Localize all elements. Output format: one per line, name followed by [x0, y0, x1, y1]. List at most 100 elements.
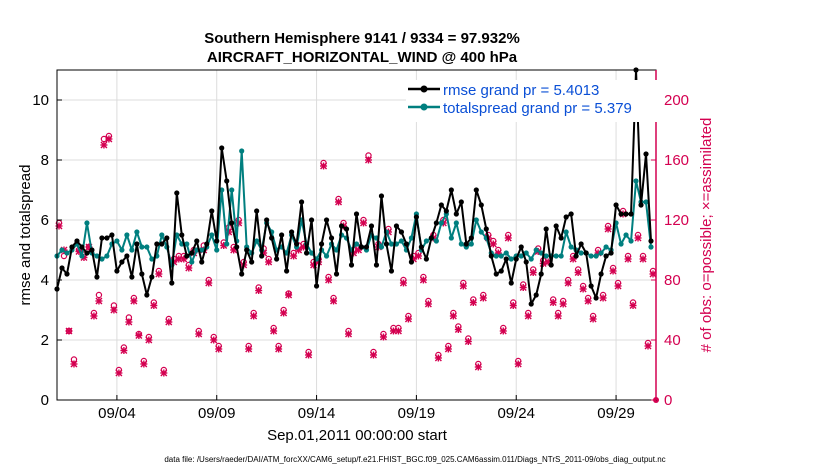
spread-point — [129, 247, 135, 253]
assimilated-obs-point — [330, 297, 338, 305]
rmse-point — [348, 262, 355, 268]
spread-point — [588, 253, 594, 259]
assimilated-obs-point — [320, 162, 328, 170]
assimilated-obs-point — [150, 302, 158, 309]
rmse-point — [603, 253, 609, 259]
assimilated-obs-point — [454, 326, 462, 333]
assimilated-obs-point — [639, 255, 647, 263]
rmse-point — [353, 211, 360, 217]
spread-point — [378, 244, 385, 250]
assimilated-obs-point — [599, 294, 607, 302]
assimilated-obs-point — [215, 345, 223, 353]
assimilated-obs-point — [404, 315, 412, 323]
spread-point — [528, 256, 534, 262]
rmse-point — [129, 274, 135, 280]
rmse-point — [523, 259, 529, 265]
rmse-point — [139, 271, 145, 277]
rmse-point — [428, 235, 434, 241]
spread-point — [448, 235, 454, 241]
spread-point — [473, 217, 479, 223]
rmse-point — [463, 241, 469, 247]
legend-box — [406, 80, 660, 122]
spread-point — [59, 247, 65, 253]
rmse-point — [448, 187, 454, 193]
rmse-point — [413, 214, 419, 220]
spread-point — [353, 241, 360, 247]
assimilated-obs-point — [424, 300, 432, 308]
rmse-point — [144, 292, 150, 298]
assimilated-obs-point — [335, 198, 343, 206]
spread-point — [99, 256, 105, 262]
rmse-point — [79, 244, 85, 250]
rmse-point — [99, 235, 105, 241]
rmse-point — [578, 241, 584, 247]
rmse-point — [473, 187, 479, 193]
spread-point — [224, 241, 230, 247]
assimilated-obs-point — [379, 333, 387, 341]
rmse-point — [588, 283, 594, 289]
rmse-point — [224, 178, 230, 184]
rmse-point — [533, 292, 539, 298]
rmse-point — [558, 235, 564, 241]
spread-point — [79, 253, 85, 259]
spread-point — [468, 241, 474, 247]
y-left-tick-label: 4 — [41, 272, 49, 289]
rmse-point — [84, 250, 90, 256]
assimilated-obs-point — [434, 354, 442, 362]
line-series — [54, 67, 654, 307]
rmse-point — [318, 241, 325, 247]
assimilated-obs-point — [514, 360, 522, 368]
rmse-point — [458, 199, 464, 205]
rmse-point — [74, 238, 80, 244]
assimilated-obs-point — [479, 294, 487, 302]
legend-spread-label: totalspread grand pr = 5.379 — [443, 100, 632, 117]
rmse-point — [169, 280, 175, 286]
rmse-line — [56, 69, 653, 305]
observation-markers — [55, 132, 659, 403]
assimilated-obs-point — [509, 302, 517, 309]
y-right-tick-label: 120 — [664, 212, 689, 229]
rmse-point — [643, 151, 649, 157]
spread-point — [568, 244, 574, 250]
spread-point — [533, 247, 539, 253]
rmse-point — [388, 268, 395, 274]
rmse-point — [249, 259, 255, 265]
rmse-point — [593, 295, 599, 301]
rmse-point — [513, 256, 519, 262]
assimilated-obs-point — [469, 299, 477, 306]
assimilated-obs-point — [609, 267, 617, 275]
rmse-point — [328, 235, 335, 241]
rmse-point — [313, 283, 320, 289]
y-axis-right: 0 40 80 120 160 200 — [651, 70, 689, 409]
spread-point — [453, 220, 459, 226]
rmse-point — [199, 259, 205, 265]
y-right-tick-label: 0 — [664, 392, 672, 409]
rmse-point — [628, 211, 634, 217]
assimilated-obs-point — [399, 279, 407, 287]
x-tick-label: 09/29 — [597, 405, 635, 422]
rmse-point — [553, 223, 559, 229]
assimilated-obs-point — [210, 336, 218, 344]
rmse-point — [358, 244, 365, 250]
spread-point — [254, 238, 260, 244]
y-right-tick-label: 200 — [664, 92, 689, 109]
assimilated-obs-point — [120, 347, 128, 354]
spread-point — [523, 250, 529, 256]
y-left-tick-label: 6 — [41, 212, 49, 229]
rmse-point — [289, 229, 295, 235]
assimilated-obs-point — [255, 287, 263, 294]
rmse-point — [64, 271, 70, 277]
rmse-point — [443, 208, 449, 214]
rmse-point — [204, 241, 210, 247]
legend-rmse-label: rmse grand pr = 5.4013 — [443, 82, 599, 99]
rmse-point — [189, 250, 195, 256]
assimilated-obs-point — [559, 300, 567, 308]
spread-point — [134, 229, 140, 235]
rmse-point — [264, 217, 270, 223]
rmse-point — [403, 241, 410, 247]
rmse-point — [109, 232, 115, 238]
assimilated-obs-point — [614, 282, 622, 290]
x-tick-label: 09/14 — [298, 405, 336, 422]
assimilated-obs-point — [250, 312, 258, 320]
rmse-point — [483, 226, 489, 232]
